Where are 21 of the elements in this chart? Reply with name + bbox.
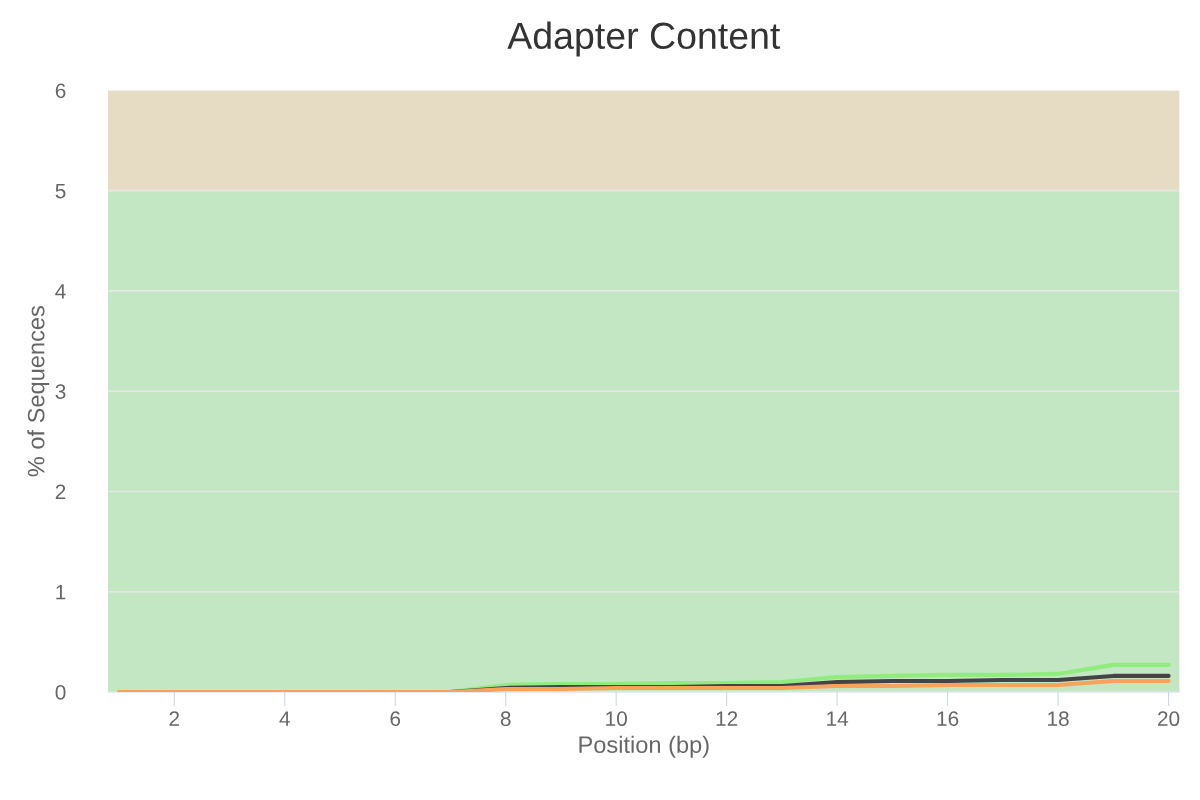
x-tick-label: 10 <box>606 711 627 727</box>
y-tick-label: 5 <box>55 183 66 199</box>
y-axis-title: % of Sequences <box>27 306 50 477</box>
y-tick-label: 1 <box>56 584 66 600</box>
x-tick-label: 6 <box>390 711 401 727</box>
y-tick-label: 6 <box>55 83 66 99</box>
y-tick-label: 0 <box>55 685 66 700</box>
x-tick-label: 8 <box>500 711 511 727</box>
x-tick-label: 12 <box>716 711 738 726</box>
y-tick-label: 2 <box>55 484 66 500</box>
chart-title: Adapter Content <box>507 21 781 57</box>
x-tick-label: 20 <box>1158 711 1180 727</box>
x-tick-label: 14 <box>827 711 849 726</box>
y-tick-label: 3 <box>55 384 66 399</box>
x-tick-label: 4 <box>279 711 290 726</box>
y-tick-label: 4 <box>55 284 66 299</box>
x-tick-label: 16 <box>937 711 959 727</box>
x-tick-label: 18 <box>1048 711 1069 727</box>
line-series <box>116 678 1171 692</box>
x-tick-label: 2 <box>169 711 180 726</box>
x-axis-title: Position (bp) <box>579 735 709 758</box>
